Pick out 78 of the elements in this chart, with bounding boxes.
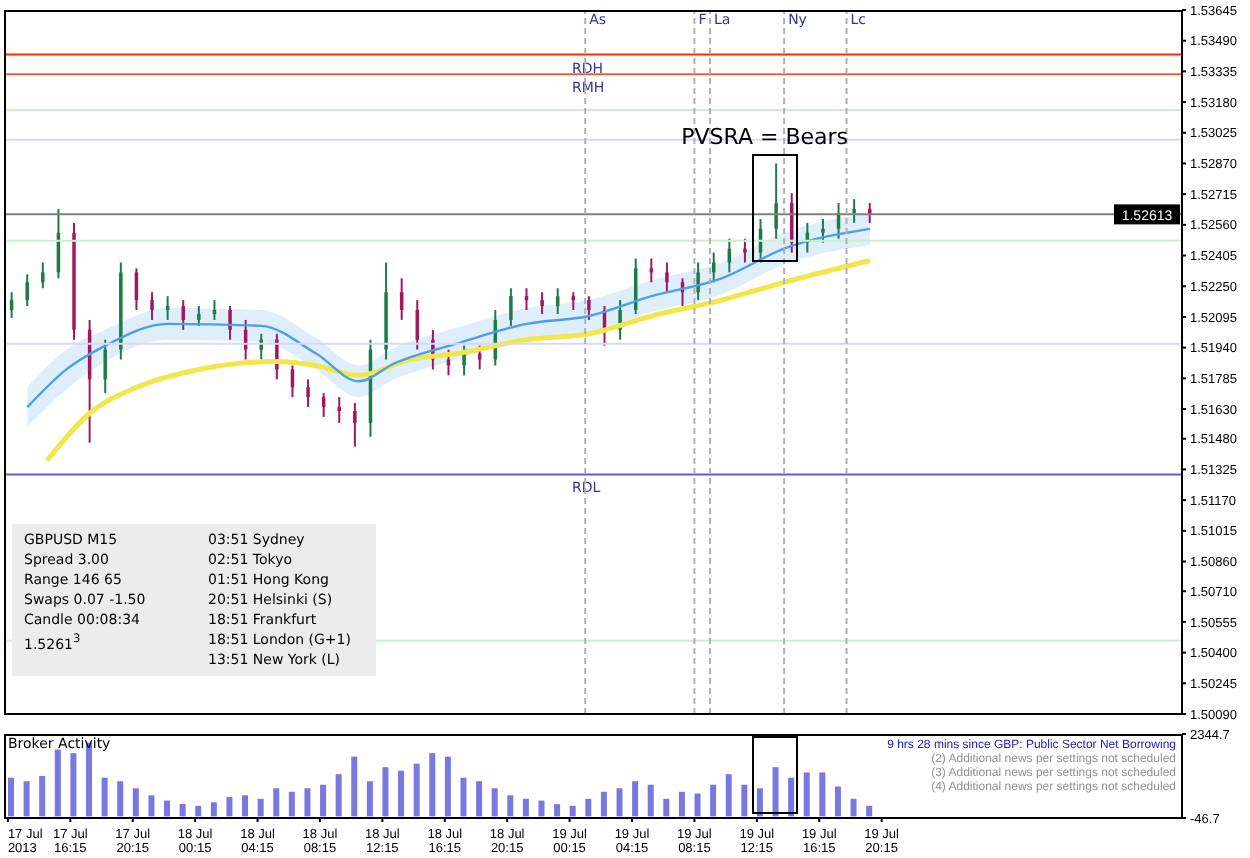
bar <box>756 788 763 817</box>
bar <box>23 781 30 817</box>
candlestick <box>462 344 466 377</box>
candlestick <box>774 162 778 240</box>
bar <box>554 804 561 817</box>
bar <box>647 784 654 817</box>
bar <box>101 777 108 817</box>
bar <box>538 800 545 817</box>
bar <box>866 805 873 817</box>
bar <box>382 767 389 817</box>
candlestick <box>540 291 544 315</box>
bar <box>257 798 264 817</box>
bar <box>600 791 607 817</box>
candlestick <box>587 295 591 321</box>
annotation: PVSRA = Bears <box>681 123 849 150</box>
bar <box>725 774 732 817</box>
bar <box>210 802 217 817</box>
candlestick <box>181 299 185 331</box>
bar <box>320 784 327 817</box>
bar <box>195 805 202 817</box>
candlestick <box>665 261 669 294</box>
bar <box>429 753 436 817</box>
bar <box>288 791 295 817</box>
bar <box>694 793 701 817</box>
candlestick <box>306 378 310 409</box>
candlestick <box>696 261 700 302</box>
bar <box>70 753 77 817</box>
bar <box>678 791 685 817</box>
bar <box>179 804 186 817</box>
bar <box>476 781 483 817</box>
bar <box>39 775 46 817</box>
bar <box>710 784 717 817</box>
line-series <box>44 258 873 464</box>
bar <box>788 777 795 817</box>
bar <box>8 777 14 817</box>
bar <box>132 788 139 817</box>
bar <box>413 763 420 817</box>
candlestick <box>150 291 154 321</box>
bar <box>741 784 748 817</box>
bar <box>616 788 623 817</box>
candlestick <box>509 287 513 327</box>
candlestick <box>821 217 825 244</box>
bar <box>226 797 233 817</box>
bar <box>772 767 779 817</box>
candlestick <box>41 261 45 290</box>
bar <box>460 777 467 817</box>
bar <box>351 756 358 817</box>
bar <box>148 795 155 817</box>
bar <box>444 756 451 817</box>
bar <box>522 798 529 817</box>
candlestick <box>197 305 201 327</box>
bar <box>491 788 498 817</box>
bar <box>335 774 342 817</box>
bar <box>164 800 171 817</box>
bar <box>117 781 124 817</box>
bar <box>242 795 249 817</box>
bar <box>398 770 405 817</box>
bar <box>632 781 639 817</box>
candlestick <box>852 198 856 224</box>
bar <box>819 772 826 817</box>
bar <box>273 788 280 817</box>
bar <box>54 749 61 817</box>
candlestick <box>25 273 29 308</box>
bar <box>663 798 670 817</box>
candlestick <box>743 237 747 264</box>
line-series <box>26 227 872 409</box>
bar <box>304 788 311 817</box>
candlestick <box>259 332 263 361</box>
candlestick <box>228 305 232 341</box>
bar <box>803 772 810 817</box>
candlestick <box>353 402 357 448</box>
bar <box>569 805 576 817</box>
candlestick <box>103 338 107 395</box>
bar <box>834 786 841 817</box>
bar <box>366 781 373 817</box>
bar <box>585 798 592 817</box>
bar <box>507 795 514 817</box>
bar <box>850 798 857 817</box>
